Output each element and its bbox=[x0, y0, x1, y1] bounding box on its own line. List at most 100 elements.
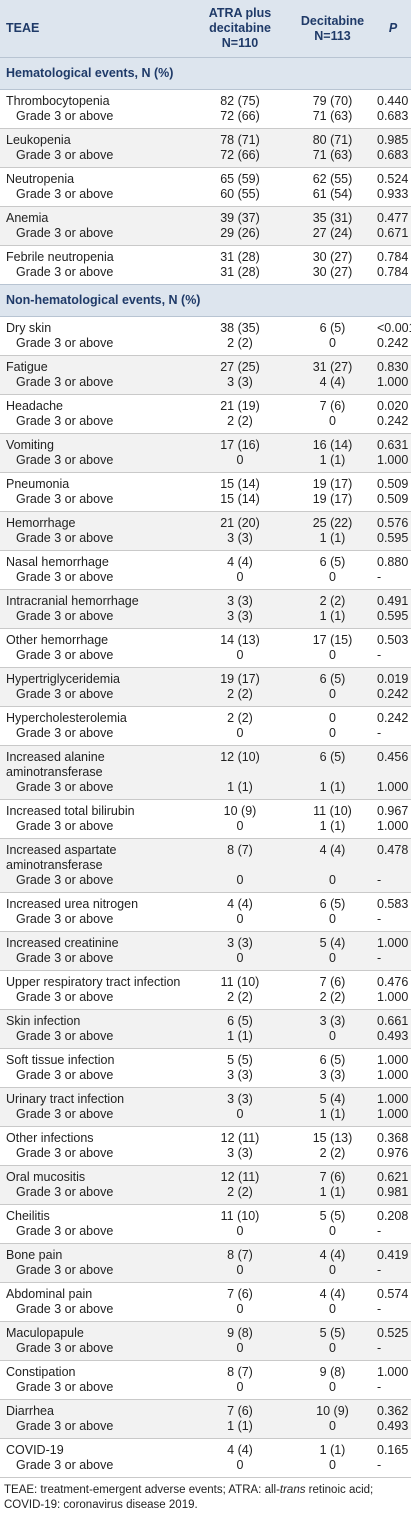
value-cell: 71 (63) bbox=[290, 148, 375, 168]
grade-row: Grade 3 or above 2 (2) 2 (2) 1.000 bbox=[0, 990, 411, 1010]
value-cell: 0.242 bbox=[377, 336, 409, 350]
value-cell: 3 (3) bbox=[227, 1146, 253, 1160]
grade-label: Grade 3 or above bbox=[16, 414, 114, 428]
value-cell: 0.933 bbox=[377, 187, 409, 201]
grade-row: Grade 3 or above 0 0- bbox=[0, 570, 411, 590]
event-row: Increased aspartate aminotransferase 8 (7… bbox=[0, 838, 411, 873]
grade-row: Grade 3 or above 1 (1) 0 0.493 bbox=[0, 1419, 411, 1439]
value-cell: 4 (4) bbox=[290, 838, 375, 873]
value-cell: 0.020 bbox=[377, 399, 409, 413]
value-cell: - bbox=[377, 1224, 382, 1238]
grade-label: Grade 3 or above bbox=[0, 873, 190, 893]
value-cell: <0.001 bbox=[377, 321, 411, 335]
value-cell: 11 (10) bbox=[220, 975, 260, 989]
value-cell: 21 (20) bbox=[190, 511, 290, 531]
value-cell: 1.000 bbox=[377, 1365, 409, 1379]
value-cell: 0.583 bbox=[377, 897, 409, 911]
event-name: Constipation bbox=[6, 1365, 76, 1379]
value-cell: 0.784 bbox=[377, 250, 409, 264]
grade-label: Grade 3 or above bbox=[0, 1029, 190, 1049]
event-row: Headache 21 (19) 7 (6) 0.020 bbox=[0, 395, 411, 415]
value-cell: 0 bbox=[236, 1224, 244, 1238]
value-cell: 0 bbox=[190, 1341, 290, 1361]
grade-label: Grade 3 or above bbox=[0, 226, 190, 246]
value-cell: 7 (6) bbox=[319, 399, 346, 413]
event-name: Thrombocytopenia bbox=[6, 94, 110, 108]
section-row: Hematological events, N (%) bbox=[0, 57, 411, 90]
value-cell: 1 (1) bbox=[290, 1107, 375, 1127]
value-cell: 3 (3) bbox=[190, 375, 290, 395]
value-cell: 0 bbox=[190, 873, 290, 893]
value-cell: 0 bbox=[236, 648, 244, 662]
value-cell: 0 bbox=[329, 414, 336, 428]
event-name: Hypertriglyceridemia bbox=[0, 667, 190, 687]
grade-label: Grade 3 or above bbox=[0, 1341, 190, 1361]
value-cell: 0 bbox=[190, 951, 290, 971]
grade-row: Grade 3 or above 3 (3) 3 (3) 1.000 bbox=[0, 1068, 411, 1088]
event-name: Leukopenia bbox=[0, 128, 190, 148]
value-cell: 5 (5) bbox=[227, 1053, 253, 1067]
event-name: Hemorrhage bbox=[0, 511, 190, 531]
event-row: Soft tissue infection 5 (5) 6 (5) 1.000 bbox=[0, 1049, 411, 1069]
value-cell: 3 (3) bbox=[190, 531, 290, 551]
grade-row: Grade 3 or above 2 (2) 0 0.242 bbox=[0, 687, 411, 707]
value-cell: 35 (31) bbox=[290, 206, 375, 226]
event-row: Other infections 12 (11) 15 (13) 0.368 bbox=[0, 1127, 411, 1147]
value-cell: 3 (3) bbox=[190, 589, 290, 609]
value-cell: 0 bbox=[236, 1458, 244, 1472]
grade-label: Grade 3 or above bbox=[0, 1419, 190, 1439]
value-cell: 61 (54) bbox=[312, 187, 353, 201]
value-cell: 0.242 bbox=[377, 711, 409, 725]
value-cell: 1 (1) bbox=[290, 453, 375, 473]
event-name: Dry skin bbox=[6, 321, 52, 335]
value-cell: 0.493 bbox=[375, 1029, 411, 1049]
value-cell: 4 (4) bbox=[227, 1443, 253, 1457]
grade-row: Grade 3 or above 3 (3) 1 (1) 0.595 bbox=[0, 531, 411, 551]
grade-row: Grade 3 or above 31 (28) 30 (27) 0.784 bbox=[0, 265, 411, 285]
value-cell: 39 (37) bbox=[190, 206, 290, 226]
value-cell: 0 bbox=[236, 912, 244, 926]
value-cell: 0 bbox=[236, 819, 244, 833]
table-body: Hematological events, N (%) Thrombocytope… bbox=[0, 57, 411, 1478]
section-title: Non-hematological events, N (%) bbox=[0, 284, 411, 317]
value-cell: 2 (2) bbox=[190, 1185, 290, 1205]
value-cell: 19 (17) bbox=[190, 667, 290, 687]
event-row: Hemorrhage 21 (20) 25 (22) 0.576 bbox=[0, 511, 411, 531]
value-cell: 31 (28) bbox=[220, 265, 260, 279]
event-name: Vomiting bbox=[0, 433, 190, 453]
value-cell: 0.476 bbox=[377, 975, 409, 989]
value-cell: 4 (4) bbox=[290, 1243, 375, 1263]
value-cell: 7 (6) bbox=[227, 1287, 253, 1301]
value-cell: 7 (6) bbox=[290, 1165, 375, 1185]
value-cell: 10 (9) bbox=[290, 1399, 375, 1419]
value-cell: - bbox=[375, 1341, 411, 1361]
value-cell: 1.000 bbox=[375, 1087, 411, 1107]
grade-row: Grade 3 or above 2 (2) 0 0.242 bbox=[0, 414, 411, 434]
header-row: TEAE ATRA plus decitabine N=110 Decitabi… bbox=[0, 0, 411, 58]
value-cell: 12 (10) bbox=[190, 745, 290, 780]
value-cell: 19 (17) bbox=[312, 477, 353, 491]
grade-label: Grade 3 or above bbox=[16, 648, 114, 662]
grade-row: Grade 3 or above 3 (3) 1 (1) 0.595 bbox=[0, 609, 411, 629]
value-cell: 1.000 bbox=[375, 931, 411, 951]
grade-label: Grade 3 or above bbox=[16, 109, 114, 123]
grade-row: Grade 3 or above 0 0- bbox=[0, 1263, 411, 1283]
section-title: Hematological events, N (%) bbox=[0, 57, 411, 90]
value-cell: 60 (55) bbox=[220, 187, 260, 201]
value-cell: 3 (3) bbox=[319, 1068, 346, 1082]
event-name: Increased total bilirubin bbox=[6, 804, 135, 818]
event-row: Skin infection 6 (5) 3 (3) 0.661 bbox=[0, 1009, 411, 1029]
value-cell: 6 (5) bbox=[319, 1053, 346, 1067]
value-cell: 0.880 bbox=[377, 555, 409, 569]
grade-label: Grade 3 or above bbox=[0, 531, 190, 551]
value-cell: 1.000 bbox=[375, 780, 411, 800]
value-cell: 78 (71) bbox=[190, 128, 290, 148]
value-cell: 0.631 bbox=[375, 433, 411, 453]
event-name: Pneumonia bbox=[6, 477, 70, 491]
value-cell: 79 (70) bbox=[312, 94, 353, 108]
value-cell: 8 (7) bbox=[190, 1243, 290, 1263]
value-cell: - bbox=[377, 912, 382, 926]
value-cell: 29 (26) bbox=[190, 226, 290, 246]
value-cell: 0 bbox=[290, 951, 375, 971]
event-name: Hypercholesterolemia bbox=[6, 711, 127, 725]
